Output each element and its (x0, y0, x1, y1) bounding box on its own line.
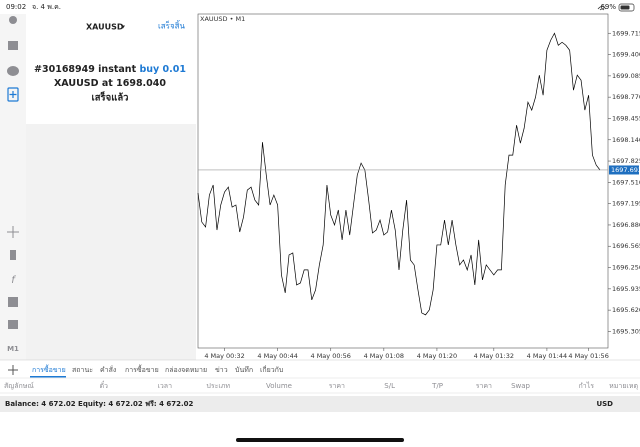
tab[interactable]: ข่าว (215, 366, 228, 374)
tab[interactable]: เกี่ยวกับ (260, 365, 283, 374)
y-tick-label: 1699.715 (612, 29, 640, 37)
x-tick-label: 4 May 01:44 (527, 352, 567, 360)
tab[interactable]: บันทึก (235, 365, 253, 374)
chat-icon[interactable] (7, 66, 19, 76)
y-tick-label: 1695.620 (612, 306, 640, 314)
balance-row (0, 396, 640, 412)
wifi-icon (597, 6, 607, 11)
column-header: ราคา (329, 382, 345, 390)
tab[interactable]: กล่องจดหมาย (165, 366, 207, 374)
y-tick-label: 1695.305 (612, 327, 640, 335)
add-tab[interactable] (8, 365, 18, 375)
x-tick-label: 4 May 01:08 (364, 352, 404, 360)
indicators-icon[interactable]: f (11, 275, 16, 286)
column-header: Volume (266, 382, 292, 390)
chart-symbol-label: XAUUSD • M1 (200, 15, 245, 23)
price-line (197, 32, 601, 316)
order-id: #30168949 instant (34, 64, 137, 75)
chart: 1699.715 1699.400 1699.085 1698.770 1698.455… (197, 29, 640, 360)
candles-icon[interactable] (10, 250, 16, 260)
tab[interactable]: สถานะ (72, 366, 93, 374)
y-tick-label: 1698.770 (612, 93, 640, 101)
column-header: กำไร (579, 381, 595, 390)
y-tick-label: 1699.400 (612, 51, 640, 59)
new-order-icon[interactable] (7, 87, 19, 102)
column-header: Swap (511, 382, 530, 390)
column-header: ราคา (476, 382, 492, 390)
order-symbol[interactable]: XAUUSD (86, 23, 124, 32)
chart-background (196, 14, 640, 360)
tab-bar: การซื้อขาย สถานะ คำสั่ง การซื้อขาย กล่องจดหม… (30, 363, 283, 378)
column-header: T/P (431, 382, 443, 390)
order-panel (26, 14, 196, 124)
y-tick-label: 1698.455 (612, 114, 640, 122)
sidebar (0, 14, 26, 360)
column-header: หมายเหตุ (609, 382, 638, 390)
plot-frame (197, 13, 609, 349)
tab[interactable]: การซื้อขาย (125, 363, 159, 374)
objects-icon[interactable] (8, 297, 18, 307)
timeframe-button[interactable]: M1 (7, 345, 19, 353)
y-tick-label: 1699.085 (612, 72, 640, 80)
balance-text: Balance: 4 672.02 Equity: 4 672.02 ฟรี: … (5, 400, 194, 408)
order-action: buy 0.01 (139, 64, 186, 75)
order-price-line: XAUUSD at 1698.040 (54, 78, 166, 89)
battery-fill (620, 5, 630, 10)
templates-icon[interactable] (8, 320, 18, 329)
active-tab-underline (30, 376, 66, 378)
symbol-dropdown (121, 25, 125, 29)
x-tick-label: 4 May 00:44 (257, 352, 297, 360)
last-price-label: 1697.693 (611, 166, 640, 174)
quotes-icon[interactable] (9, 16, 17, 24)
y-tick-label: 1695.935 (612, 285, 640, 293)
home-indicator (236, 438, 404, 442)
currency: USD (596, 400, 613, 408)
order-price-prefix: XAUUSD at (54, 78, 113, 89)
order-status: เสร็จแล้ว (92, 91, 129, 104)
trade-icon[interactable] (8, 41, 18, 50)
y-tick-label: 1697.195 (612, 200, 640, 208)
done-button[interactable]: เสร็จสิ้น (158, 20, 185, 31)
column-header: สัญลักษณ์ (4, 382, 34, 390)
y-tick-label: 1698.140 (612, 136, 640, 144)
x-tick-label: 4 May 00:32 (204, 352, 244, 360)
x-tick-label: 4 May 01:20 (417, 352, 457, 360)
x-tick-label: 4 May 01:56 (568, 352, 608, 360)
status-time: 09:02 (6, 3, 26, 11)
order-result: #30168949 instant buy 0.01 (34, 64, 186, 75)
order-price: 1698.040 (116, 78, 166, 89)
new-order-plus (9, 91, 17, 98)
crosshair-icon[interactable] (7, 226, 19, 238)
battery-icon (618, 3, 635, 12)
y-tick-label: 1696.250 (612, 264, 640, 272)
column-header: เวลา (157, 382, 172, 390)
tab[interactable]: คำสั่ง (100, 365, 116, 374)
y-tick-label: 1697.825 (612, 157, 640, 165)
status-date: จ. 4 พ.ค. (32, 3, 61, 11)
x-tick-label: 4 May 01:32 (474, 352, 514, 360)
y-tick-label: 1696.565 (612, 242, 640, 250)
y-tick-label: 1697.510 (612, 178, 640, 186)
tab[interactable]: การซื้อขาย (32, 363, 66, 374)
column-header: ประเภท (206, 382, 230, 390)
last-price-box (609, 165, 639, 175)
table-header: สัญลักษณ์ ตั๋ว เวลา ประเภท Volume ราคา S/L T/P ร… (4, 381, 638, 390)
x-tick-label: 4 May 00:56 (311, 352, 351, 360)
battery-level: 69% (600, 3, 616, 11)
column-header: ตั๋ว (100, 381, 109, 390)
y-tick-label: 1696.880 (612, 221, 640, 229)
column-header: S/L (384, 382, 395, 390)
